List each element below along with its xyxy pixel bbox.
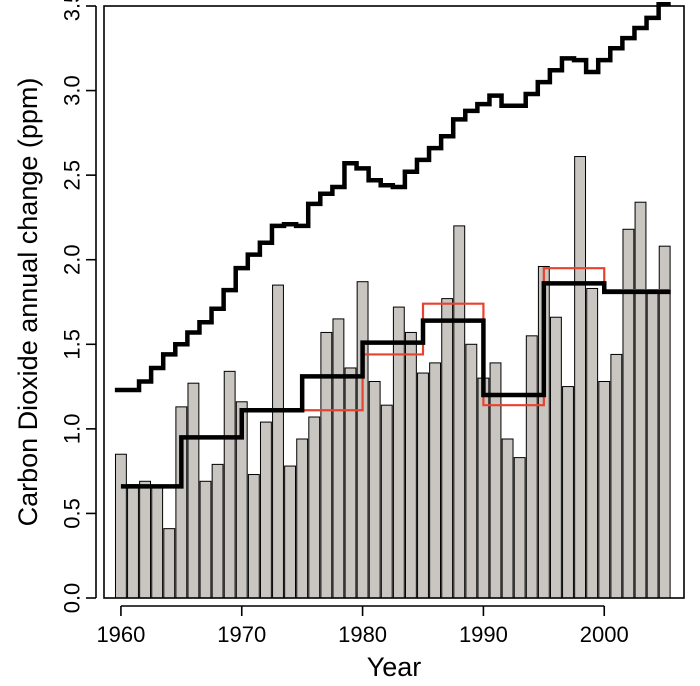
y-axis-title: Carbon Dioxide annual change (ppm) xyxy=(13,78,43,527)
x-axis-title: Year xyxy=(367,652,422,682)
x-tick-label: 1990 xyxy=(459,622,508,647)
bar-1982 xyxy=(380,404,393,599)
bar-1985 xyxy=(417,372,429,599)
bar-1973 xyxy=(272,284,284,599)
bar-1996 xyxy=(549,316,562,599)
bar-1989 xyxy=(465,343,478,599)
y-tick-label: 2.0 xyxy=(60,244,85,275)
bar-1962 xyxy=(139,480,152,599)
plot-frame xyxy=(103,5,685,599)
bar-1991 xyxy=(489,362,502,599)
x-axis: 1960 1970 1980 1990 2000 xyxy=(96,605,629,647)
bar-1993 xyxy=(513,457,526,599)
bar-2004 xyxy=(646,291,659,599)
y-tick-label: 1.5 xyxy=(60,329,85,360)
bar-1984 xyxy=(404,331,417,599)
y-tick-label: 1.0 xyxy=(60,414,85,445)
bar-1975 xyxy=(296,438,309,599)
bar-1976 xyxy=(308,416,321,599)
bar-1971 xyxy=(247,474,260,599)
x-tick-label: 2000 xyxy=(580,622,629,647)
bar-1990 xyxy=(477,377,490,599)
bar-1994 xyxy=(525,335,538,599)
bar-2001 xyxy=(610,353,623,599)
bar-1981 xyxy=(368,380,381,599)
bar-1988 xyxy=(453,225,466,599)
y-tick-label: 0.0 xyxy=(60,583,85,614)
y-tick-label: 2.5 xyxy=(60,160,85,191)
bar-1979 xyxy=(344,367,357,599)
bar-1967 xyxy=(199,480,212,599)
bar-2002 xyxy=(622,228,635,599)
bar-2005 xyxy=(658,245,671,599)
bar-2000 xyxy=(598,380,611,599)
x-tick-label: 1970 xyxy=(217,622,266,647)
bar-1997 xyxy=(562,386,574,599)
bar-1964 xyxy=(163,528,176,599)
bar-1968 xyxy=(211,463,224,599)
bar-1980 xyxy=(356,281,369,599)
bar-1992 xyxy=(501,438,514,599)
bar-1986 xyxy=(429,362,442,599)
bar-1966 xyxy=(187,382,200,599)
bar-1960 xyxy=(114,453,127,599)
lines-layer xyxy=(114,2,671,489)
bar-1961 xyxy=(127,484,139,599)
y-tick-label: 0.5 xyxy=(60,498,85,529)
bar-1969 xyxy=(223,370,236,599)
bar-1978 xyxy=(332,318,345,599)
y-axis: 0.0 0.5 1.0 1.5 2.0 2.5 3.0 3.5 xyxy=(60,0,97,613)
y-tick-label: 3.0 xyxy=(60,75,85,106)
bar-1998 xyxy=(574,156,587,599)
bars-layer xyxy=(114,156,671,599)
bar-1963 xyxy=(151,485,164,599)
five-year-mean-line xyxy=(120,281,671,489)
bar-1977 xyxy=(320,331,333,599)
bar-2003 xyxy=(634,201,647,599)
bar-1983 xyxy=(392,306,405,599)
y-tick-label: 3.5 xyxy=(60,0,85,21)
bar-1974 xyxy=(284,465,297,599)
x-tick-label: 1980 xyxy=(338,622,387,647)
bar-1999 xyxy=(586,287,599,599)
bar-1987 xyxy=(441,298,454,599)
upper-step-line xyxy=(114,2,671,393)
x-tick-label: 1960 xyxy=(96,622,145,647)
bar-1972 xyxy=(259,421,272,599)
